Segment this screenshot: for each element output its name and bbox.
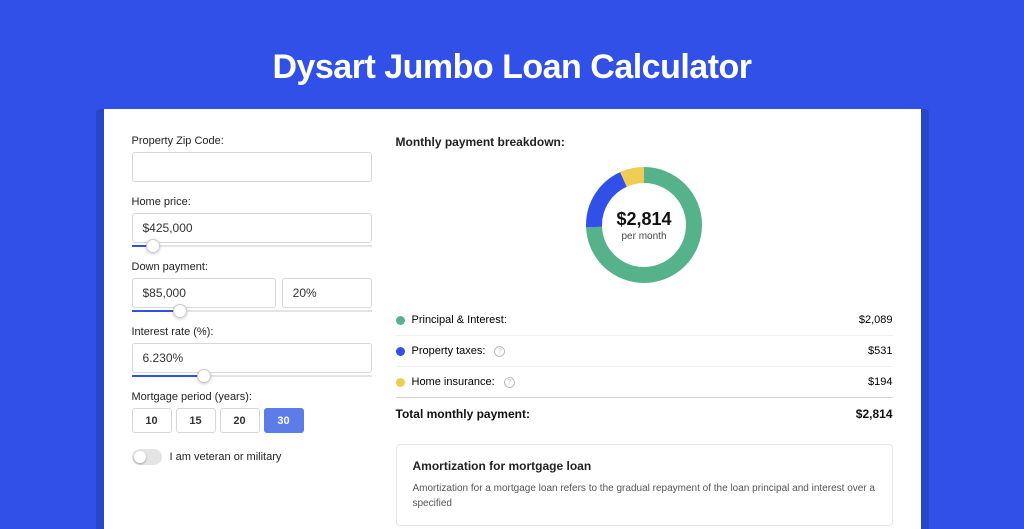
breakdown-label: Home insurance:	[412, 376, 495, 388]
home-price-slider[interactable]	[132, 245, 372, 247]
field-home-price: Home price:	[132, 196, 372, 247]
toggle-knob	[134, 451, 146, 463]
down-payment-slider[interactable]	[132, 310, 372, 312]
veteran-toggle[interactable]	[132, 449, 162, 465]
down-payment-label: Down payment:	[132, 261, 372, 273]
breakdown-amount: $2,089	[859, 314, 893, 326]
breakdown-label: Principal & Interest:	[412, 314, 507, 326]
breakdown-amount: $194	[868, 376, 892, 388]
zip-label: Property Zip Code:	[132, 135, 372, 147]
field-mortgage-period: Mortgage period (years): 10152030	[132, 391, 372, 433]
info-icon[interactable]: ?	[504, 377, 515, 388]
total-label: Total monthly payment:	[396, 407, 530, 421]
down-payment-pct-input[interactable]	[282, 278, 372, 308]
period-btn-30[interactable]: 30	[264, 408, 304, 433]
amortization-body: Amortization for a mortgage loan refers …	[413, 481, 876, 511]
donut-center-value: $2,814	[616, 209, 671, 230]
breakdown-row: Principal & Interest: $2,089	[396, 305, 893, 336]
info-icon[interactable]: ?	[494, 346, 505, 357]
interest-rate-slider[interactable]	[132, 375, 372, 377]
home-price-label: Home price:	[132, 196, 372, 208]
card-shadow: Property Zip Code: Home price: Down paym…	[96, 109, 929, 529]
veteran-row: I am veteran or military	[132, 449, 372, 465]
breakdown-label: Property taxes:	[412, 345, 486, 357]
field-interest-rate: Interest rate (%):	[132, 326, 372, 377]
breakdown-title: Monthly payment breakdown:	[396, 135, 893, 149]
total-row: Total monthly payment: $2,814	[396, 398, 893, 430]
period-btn-15[interactable]: 15	[176, 408, 216, 433]
interest-rate-input[interactable]	[132, 343, 372, 373]
amortization-title: Amortization for mortgage loan	[413, 459, 876, 473]
period-btn-10[interactable]: 10	[132, 408, 172, 433]
form-column: Property Zip Code: Home price: Down paym…	[132, 135, 372, 529]
legend-dot	[396, 316, 405, 325]
calculator-card: Property Zip Code: Home price: Down paym…	[104, 109, 921, 529]
breakdown-amount: $531	[868, 345, 892, 357]
legend-dot	[396, 347, 405, 356]
down-payment-input[interactable]	[132, 278, 276, 308]
period-btn-20[interactable]: 20	[220, 408, 260, 433]
donut-chart: $2,814 per month	[582, 163, 706, 287]
page-title: Dysart Jumbo Loan Calculator	[272, 48, 751, 87]
zip-input[interactable]	[132, 152, 372, 182]
legend-dot	[396, 378, 405, 387]
veteran-label: I am veteran or military	[170, 451, 282, 463]
breakdown-row: Property taxes:? $531	[396, 336, 893, 367]
total-amount: $2,814	[856, 407, 893, 421]
field-down-payment: Down payment:	[132, 261, 372, 312]
interest-rate-label: Interest rate (%):	[132, 326, 372, 338]
amortization-box: Amortization for mortgage loan Amortizat…	[396, 444, 893, 526]
slider-thumb[interactable]	[146, 239, 160, 253]
field-zip: Property Zip Code:	[132, 135, 372, 182]
breakdown-row: Home insurance:? $194	[396, 367, 893, 398]
donut-chart-wrap: $2,814 per month	[396, 163, 893, 287]
period-label: Mortgage period (years):	[132, 391, 372, 403]
slider-thumb[interactable]	[197, 369, 211, 383]
breakdown-column: Monthly payment breakdown: $2,814 per mo…	[396, 135, 893, 529]
slider-thumb[interactable]	[173, 304, 187, 318]
home-price-input[interactable]	[132, 213, 372, 243]
donut-center-sub: per month	[621, 231, 666, 242]
